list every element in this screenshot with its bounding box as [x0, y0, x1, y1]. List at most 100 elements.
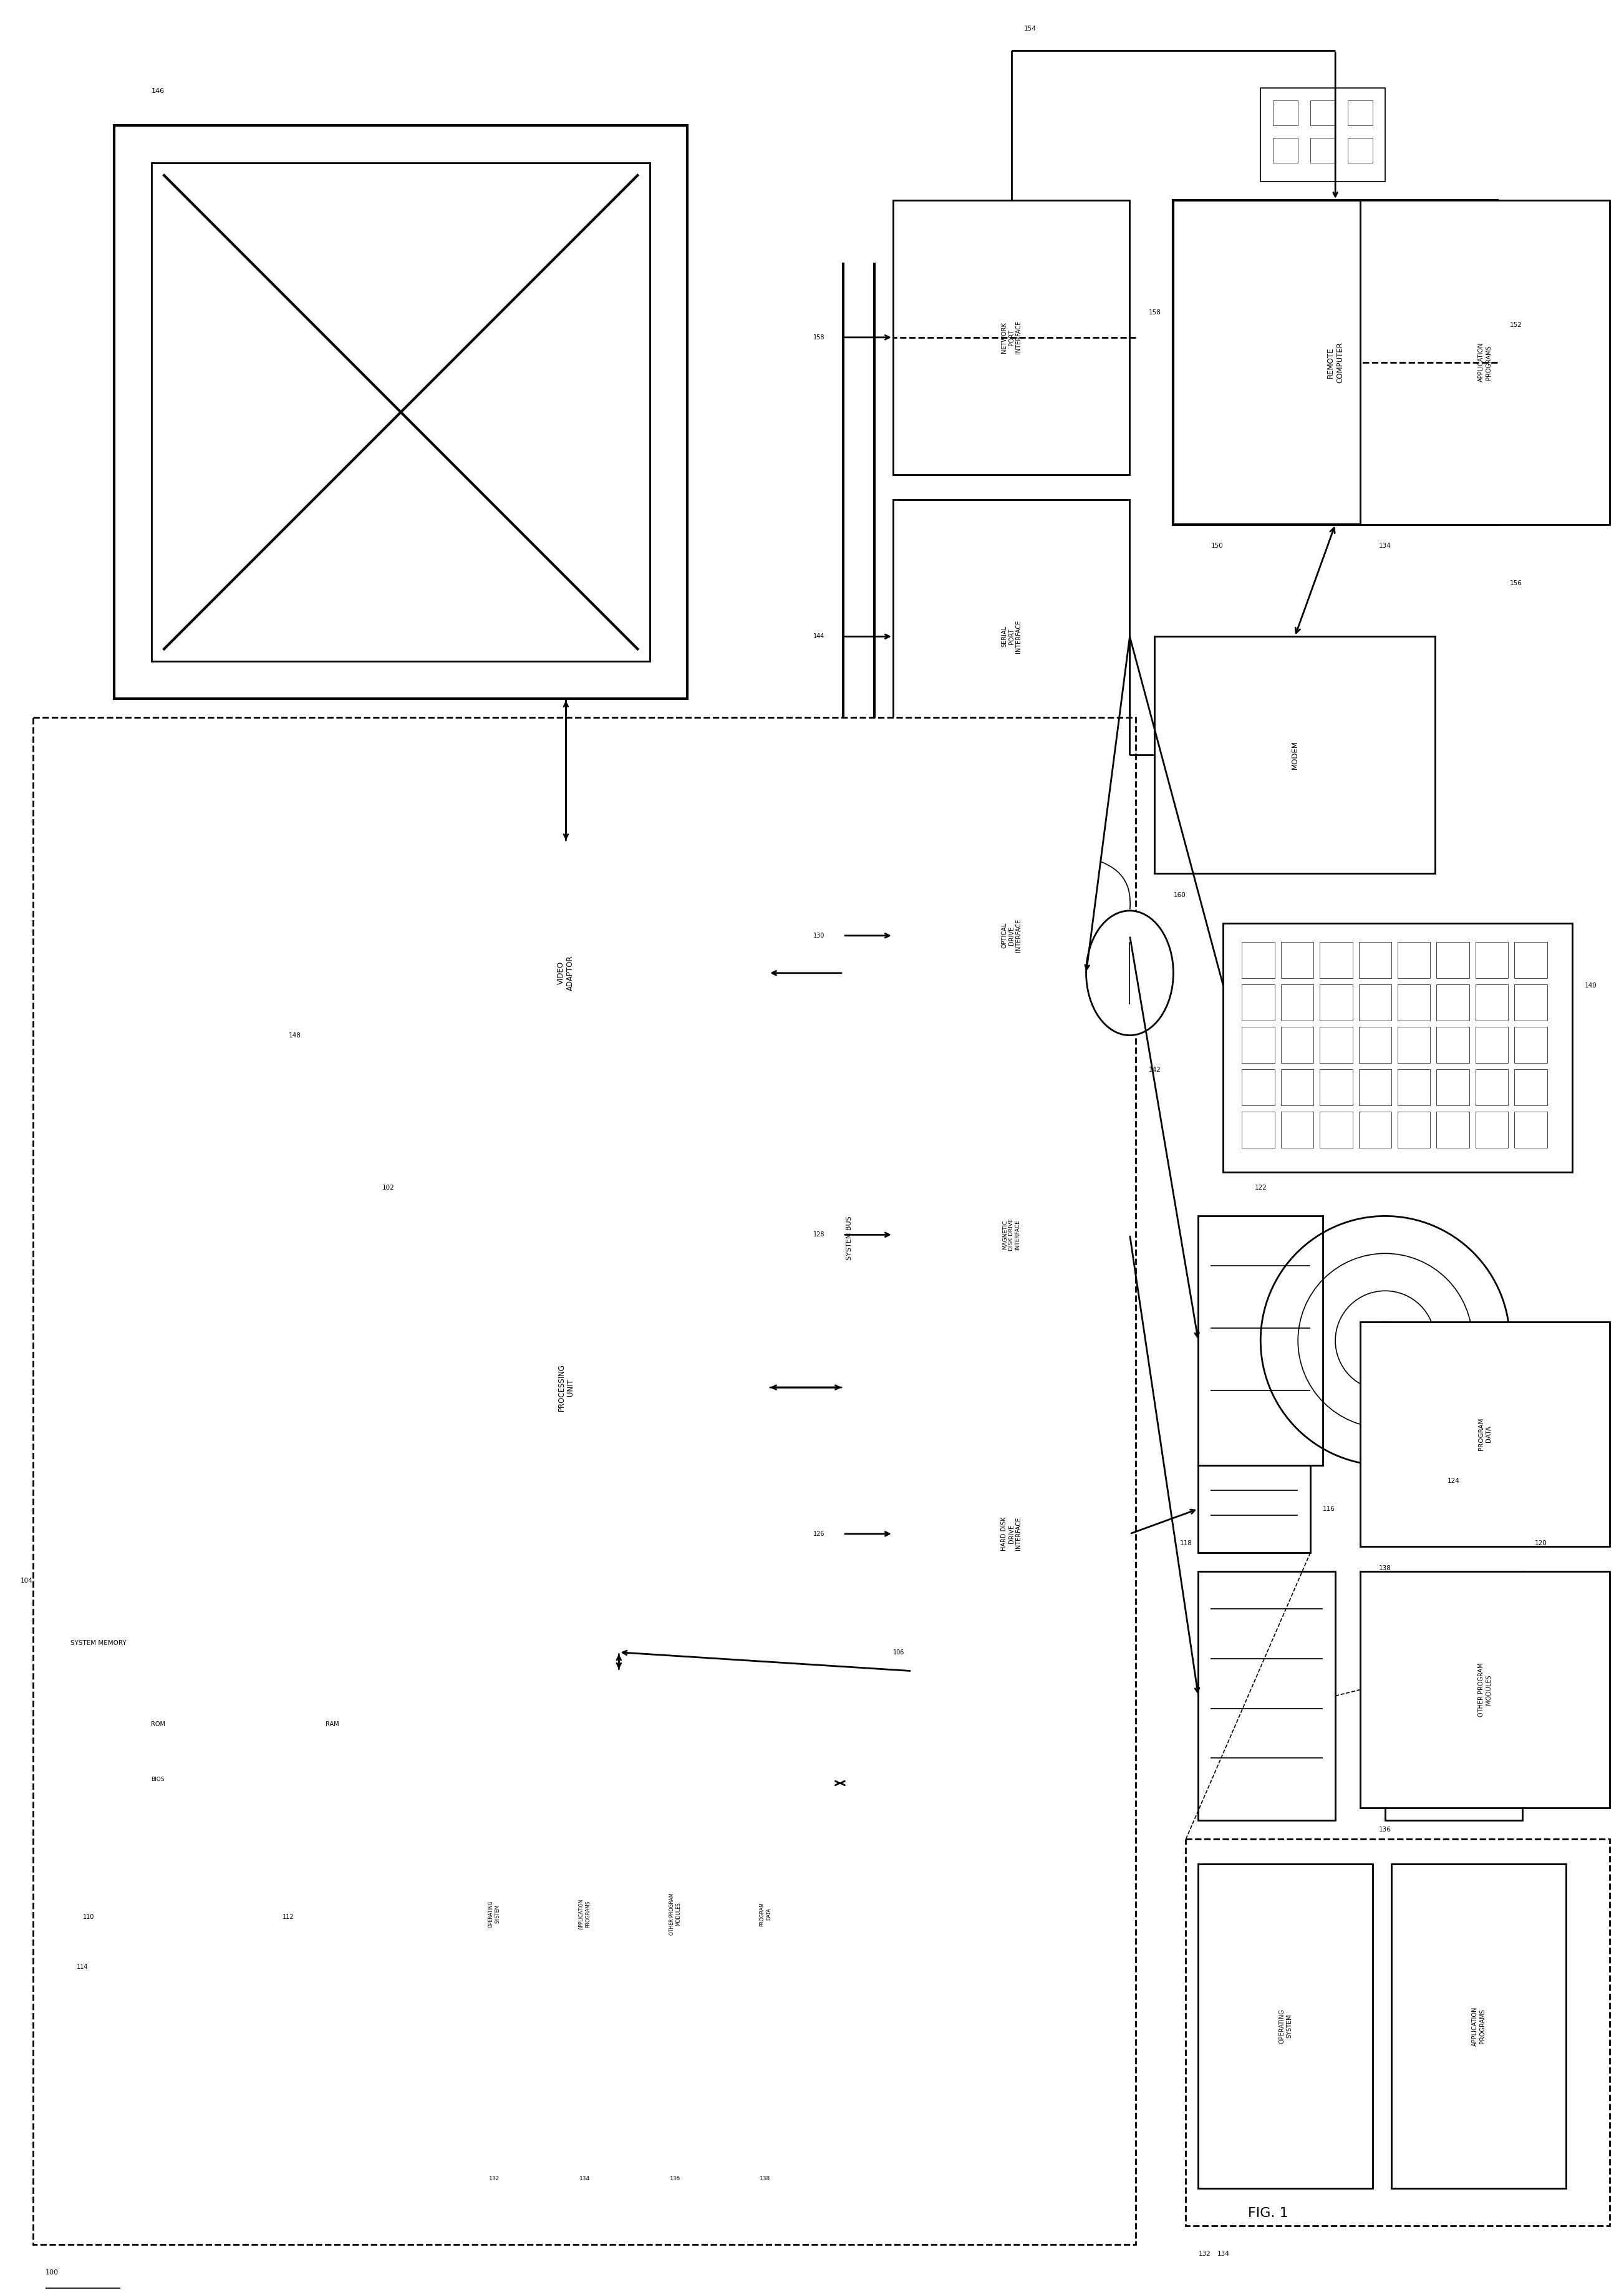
Bar: [893, 500, 1130, 773]
Text: 140: 140: [1585, 982, 1596, 989]
Bar: [1437, 1069, 1470, 1106]
Bar: [1515, 1069, 1548, 1106]
Bar: [1515, 1111, 1548, 1148]
Text: APPLICATION
PROGRAMS: APPLICATION PROGRAMS: [1471, 2006, 1486, 2045]
Text: 160: 160: [1174, 893, 1186, 897]
Bar: [1281, 1069, 1314, 1106]
Bar: [1476, 985, 1509, 1021]
Bar: [1320, 1026, 1353, 1063]
Bar: [1320, 1069, 1353, 1106]
Bar: [1223, 923, 1572, 1173]
Text: BIOS: BIOS: [151, 1776, 164, 1783]
Bar: [1437, 985, 1470, 1021]
Text: 130: 130: [814, 932, 825, 939]
Bar: [1260, 87, 1385, 181]
Bar: [1515, 985, 1548, 1021]
Text: SYSTEM BUS: SYSTEM BUS: [846, 1216, 853, 1260]
Text: 122: 122: [1254, 1184, 1267, 1191]
Bar: [1392, 1864, 1566, 2187]
Text: HARD DISK
DRIVE
INTERFACE: HARD DISK DRIVE INTERFACE: [1000, 1517, 1021, 1551]
Text: 158: 158: [1148, 310, 1161, 317]
Bar: [1359, 1111, 1392, 1148]
Bar: [1281, 1026, 1314, 1063]
Bar: [728, 1685, 802, 2144]
Bar: [1476, 1069, 1509, 1106]
Text: PROGRAM
DATA: PROGRAM DATA: [1478, 1418, 1491, 1450]
Text: 132: 132: [489, 2176, 500, 2180]
Text: 110: 110: [83, 1914, 94, 1921]
Bar: [32, 718, 1135, 2245]
Bar: [1437, 1026, 1470, 1063]
Text: OPERATING
SYSTEM: OPERATING SYSTEM: [489, 1900, 500, 1928]
Bar: [1320, 1111, 1353, 1148]
Text: 144: 144: [814, 633, 825, 640]
Text: PROCESSING
UNIT: PROCESSING UNIT: [557, 1363, 575, 1411]
Text: 138: 138: [1379, 1565, 1392, 1572]
Text: 106: 106: [893, 1650, 905, 1655]
Bar: [547, 1685, 622, 2144]
Bar: [1320, 941, 1353, 978]
Bar: [1281, 1111, 1314, 1148]
Bar: [1186, 1838, 1609, 2226]
Text: 124: 124: [1447, 1478, 1460, 1485]
Text: 148: 148: [289, 1033, 300, 1037]
Bar: [1398, 1069, 1431, 1106]
Text: 134: 134: [1216, 2251, 1229, 2256]
Text: 112: 112: [283, 1914, 294, 1921]
Text: 150: 150: [1212, 544, 1223, 549]
Bar: [52, 1609, 836, 2208]
Bar: [1242, 985, 1275, 1021]
Text: RAM: RAM: [325, 1721, 339, 1728]
Bar: [893, 200, 1130, 475]
Bar: [364, 1216, 768, 1558]
Bar: [893, 799, 1130, 1072]
Text: 132: 132: [1199, 2251, 1210, 2256]
Text: 114: 114: [76, 1965, 88, 1969]
Bar: [638, 1685, 713, 2144]
Text: 116: 116: [1324, 1506, 1335, 1512]
Bar: [1199, 1864, 1372, 2187]
Text: APPLICATION
PROGRAMS: APPLICATION PROGRAMS: [1478, 342, 1491, 381]
Text: NETWORK
PORT
INTERFACE: NETWORK PORT INTERFACE: [1000, 321, 1021, 353]
Text: ROM: ROM: [151, 1721, 166, 1728]
Bar: [1359, 1026, 1392, 1063]
Bar: [1361, 1322, 1609, 1547]
Bar: [1281, 985, 1314, 1021]
Bar: [1242, 1026, 1275, 1063]
Text: REMOTE
COMPUTER: REMOTE COMPUTER: [1327, 342, 1345, 383]
Bar: [364, 842, 768, 1104]
Bar: [1199, 1464, 1311, 1551]
Bar: [1476, 1026, 1509, 1063]
Bar: [1361, 1572, 1609, 1808]
Text: PROGRAM
DATA: PROGRAM DATA: [760, 1903, 771, 1926]
Bar: [1174, 200, 1497, 523]
Bar: [1199, 1572, 1335, 1820]
Text: 120: 120: [1535, 1540, 1548, 1547]
Bar: [1273, 138, 1298, 163]
Bar: [1242, 1069, 1275, 1106]
Bar: [1515, 1026, 1548, 1063]
Text: SYSTEM MEMORY: SYSTEM MEMORY: [70, 1641, 127, 1646]
Text: 156: 156: [1510, 581, 1522, 588]
Bar: [1311, 138, 1335, 163]
Text: 134: 134: [580, 2176, 590, 2180]
Bar: [1385, 1572, 1522, 1820]
Bar: [1311, 101, 1335, 126]
Text: 136: 136: [669, 2176, 680, 2180]
Text: 100: 100: [45, 2270, 58, 2274]
Text: OPERATING
SYSTEM: OPERATING SYSTEM: [1278, 2008, 1293, 2043]
Bar: [1281, 941, 1314, 978]
Bar: [89, 1685, 226, 1903]
Text: 158: 158: [814, 335, 825, 340]
Bar: [1348, 138, 1372, 163]
Bar: [1273, 101, 1298, 126]
Bar: [114, 126, 687, 698]
Text: 136: 136: [1379, 1827, 1392, 1834]
Ellipse shape: [1086, 911, 1174, 1035]
Bar: [1398, 985, 1431, 1021]
Bar: [1242, 1111, 1275, 1148]
Bar: [1437, 1111, 1470, 1148]
Bar: [1476, 1111, 1509, 1148]
Text: VIDEO
ADAPTOR: VIDEO ADAPTOR: [557, 955, 575, 991]
Text: SERIAL
PORT
INTERFACE: SERIAL PORT INTERFACE: [1000, 620, 1021, 654]
